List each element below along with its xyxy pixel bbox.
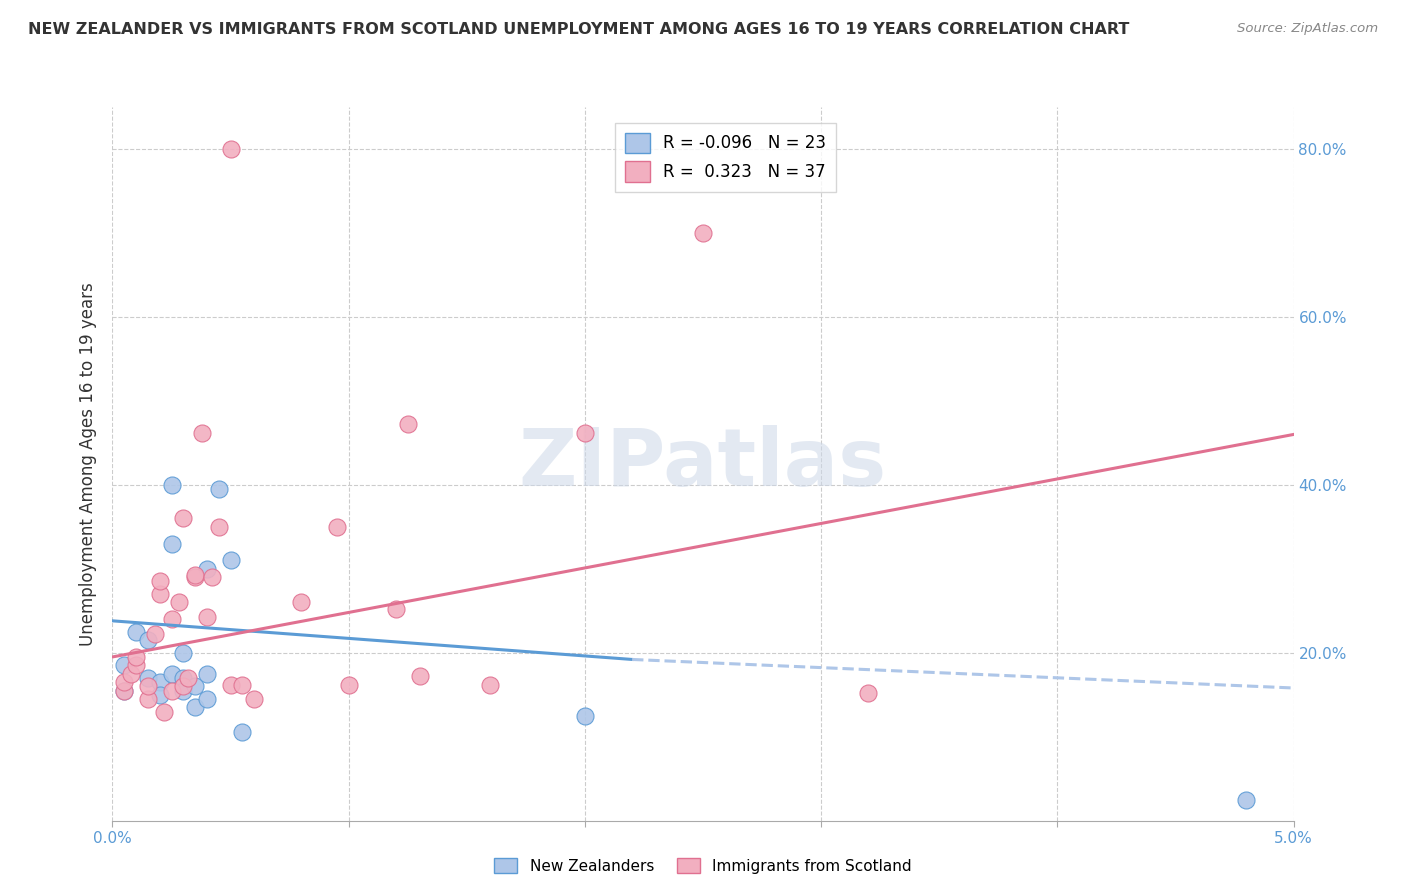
Point	[136, 679, 159, 693]
Point	[125, 624, 148, 639]
Point	[125, 649, 148, 664]
Point	[160, 666, 183, 681]
Point	[574, 425, 596, 440]
Point	[231, 725, 253, 739]
Point	[692, 226, 714, 240]
Legend: New Zealanders, Immigrants from Scotland: New Zealanders, Immigrants from Scotland	[488, 852, 918, 880]
Point	[208, 482, 231, 496]
Point	[149, 688, 172, 702]
Point	[160, 683, 183, 698]
Point	[326, 520, 349, 534]
Point	[385, 602, 408, 616]
Point	[143, 627, 166, 641]
Point	[191, 425, 214, 440]
Point	[112, 683, 135, 698]
Point	[219, 553, 242, 567]
Point	[219, 678, 242, 692]
Point	[408, 669, 430, 683]
Point	[195, 666, 218, 681]
Point	[172, 671, 194, 685]
Point	[136, 633, 159, 648]
Point	[231, 678, 253, 692]
Point	[112, 658, 135, 673]
Legend: R = -0.096   N = 23, R =  0.323   N = 37: R = -0.096 N = 23, R = 0.323 N = 37	[614, 122, 837, 192]
Point	[195, 562, 218, 576]
Point	[1234, 792, 1257, 806]
Point	[172, 646, 194, 660]
Point	[160, 536, 183, 550]
Point	[290, 595, 312, 609]
Point	[184, 570, 207, 584]
Point	[208, 520, 231, 534]
Text: ZIPatlas: ZIPatlas	[519, 425, 887, 503]
Text: NEW ZEALANDER VS IMMIGRANTS FROM SCOTLAND UNEMPLOYMENT AMONG AGES 16 TO 19 YEARS: NEW ZEALANDER VS IMMIGRANTS FROM SCOTLAN…	[28, 22, 1129, 37]
Point	[858, 686, 880, 700]
Point	[172, 683, 194, 698]
Point	[184, 568, 207, 582]
Point	[160, 612, 183, 626]
Point	[195, 692, 218, 706]
Point	[184, 679, 207, 693]
Point	[153, 705, 176, 719]
Point	[337, 678, 360, 692]
Point	[149, 587, 172, 601]
Point	[172, 679, 194, 693]
Point	[574, 708, 596, 723]
Point	[149, 574, 172, 589]
Point	[167, 595, 190, 609]
Point	[172, 511, 194, 525]
Point	[125, 658, 148, 673]
Text: Source: ZipAtlas.com: Source: ZipAtlas.com	[1237, 22, 1378, 36]
Y-axis label: Unemployment Among Ages 16 to 19 years: Unemployment Among Ages 16 to 19 years	[79, 282, 97, 646]
Point	[112, 683, 135, 698]
Point	[201, 570, 224, 584]
Point	[120, 666, 142, 681]
Point	[160, 478, 183, 492]
Point	[149, 675, 172, 690]
Point	[184, 700, 207, 714]
Point	[219, 142, 242, 156]
Point	[479, 678, 502, 692]
Point	[195, 610, 218, 624]
Point	[136, 692, 159, 706]
Point	[177, 671, 200, 685]
Point	[243, 692, 266, 706]
Point	[396, 417, 419, 432]
Point	[112, 675, 135, 690]
Point	[136, 671, 159, 685]
